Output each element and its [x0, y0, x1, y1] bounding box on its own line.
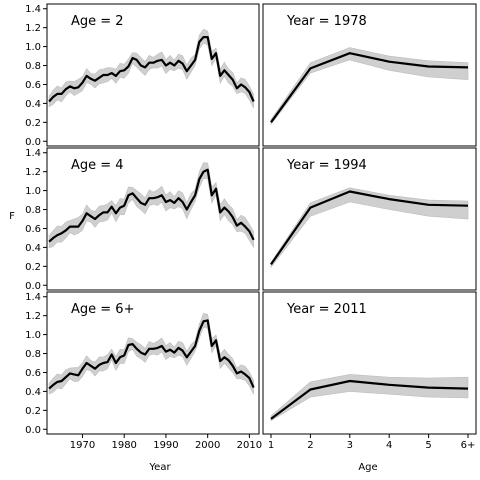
panel-label-age-6plus: Age = 6+	[71, 302, 134, 317]
uncertainty-band	[270, 47, 469, 126]
y-tick-label: 0.2	[25, 406, 41, 417]
x-axis-label-year: Year	[148, 462, 171, 473]
y-tick-label: 1.0	[25, 186, 41, 197]
y-tick-label: 1.2	[25, 311, 41, 322]
x-tick-label-year: 2010	[237, 440, 262, 451]
panel-frame-age-6plus	[46, 291, 260, 435]
x-tick-label-age: 2	[307, 440, 313, 451]
y-tick-label: 0.2	[25, 262, 41, 273]
y-tick-label: 0.4	[25, 243, 41, 254]
x-tick-label-age: 3	[347, 440, 353, 451]
panel-label-year-2011: Year = 2011	[286, 302, 367, 317]
series-line-F-by-age	[270, 379, 469, 420]
y-tick-label: 1.0	[25, 330, 41, 341]
panel-label-year-1994: Year = 1994	[286, 158, 367, 173]
y-tick-label: 0.8	[25, 349, 41, 360]
panel-frame-year-1994	[262, 147, 477, 291]
panel-frame-year-1978	[262, 3, 477, 147]
x-tick-label-year: 1970	[70, 440, 95, 451]
y-tick-label: 0.4	[25, 99, 41, 110]
y-tick-label: 0.2	[25, 118, 41, 129]
series-line-F-by-age	[270, 52, 469, 123]
x-tick-label-year: 2000	[195, 440, 220, 451]
y-tick-label: 1.4	[25, 292, 41, 303]
y-tick-label: 0.8	[25, 61, 41, 72]
y-tick-label: 0.0	[25, 137, 41, 148]
series-line-F-by-year	[48, 319, 255, 390]
y-tick-label: 0.0	[25, 425, 41, 436]
y-tick-label: 0.0	[25, 281, 41, 292]
y-tick-label: 0.6	[25, 224, 41, 235]
uncertainty-band	[270, 187, 469, 269]
uncertainty-band	[48, 313, 254, 395]
panel-label-year-1978: Year = 1978	[286, 14, 367, 29]
x-tick-label-age: 6+	[461, 440, 476, 451]
y-tick-label: 1.4	[25, 4, 41, 15]
series-line-F-by-year	[48, 168, 255, 243]
y-tick-label: 0.8	[25, 205, 41, 216]
panel-frame-age-4	[46, 147, 260, 291]
series-line-F-by-age	[270, 190, 469, 266]
y-axis-label: F	[9, 211, 15, 222]
chart-marks: 0.00.20.40.60.81.01.21.40.00.20.40.60.81…	[25, 4, 475, 451]
x-tick-label-year: 1990	[153, 440, 178, 451]
y-tick-label: 1.0	[25, 42, 41, 53]
y-tick-label: 0.6	[25, 368, 41, 379]
x-tick-label-age: 1	[268, 440, 274, 451]
y-tick-label: 1.2	[25, 167, 41, 178]
panel-label-age-4: Age = 4	[71, 158, 124, 173]
series-line-F-by-year	[48, 35, 255, 103]
uncertainty-band	[48, 162, 254, 249]
x-tick-label-age: 4	[386, 440, 392, 451]
panel-frame-age-2	[46, 3, 260, 147]
x-axis-label-age: Age	[358, 462, 377, 473]
uncertainty-band	[48, 28, 254, 109]
y-tick-label: 1.2	[25, 23, 41, 34]
x-tick-label-age: 5	[425, 440, 431, 451]
y-tick-label: 0.4	[25, 387, 41, 398]
x-tick-label-year: 1980	[111, 440, 136, 451]
panel-label-age-2: Age = 2	[71, 14, 124, 29]
y-tick-label: 1.4	[25, 148, 41, 159]
panel-frame-year-2011	[262, 291, 477, 435]
y-tick-label: 0.6	[25, 80, 41, 91]
